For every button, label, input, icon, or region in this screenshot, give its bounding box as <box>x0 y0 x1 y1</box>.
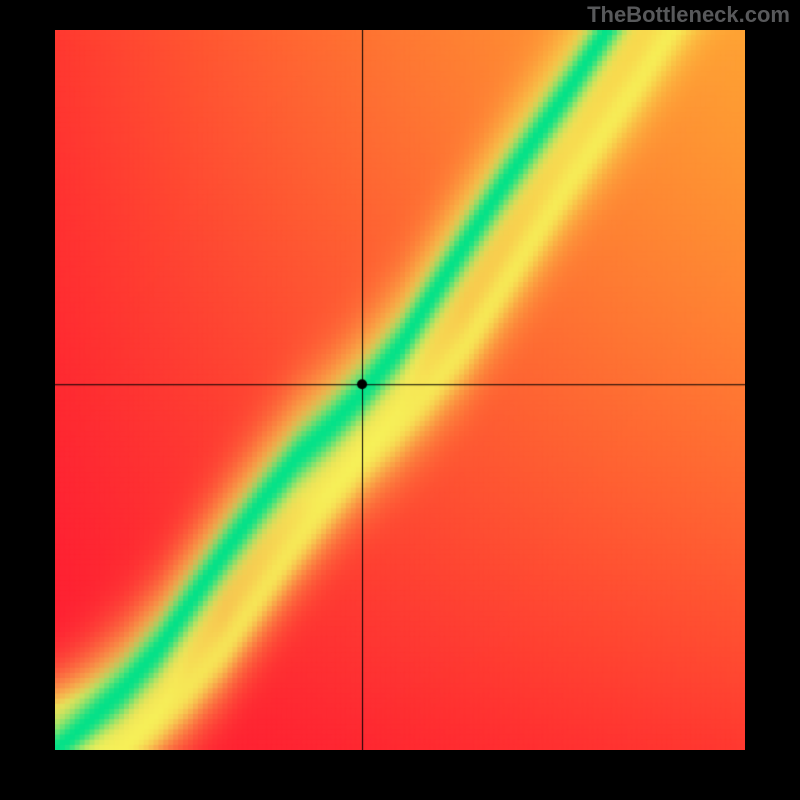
plot-area <box>55 30 745 750</box>
watermark-text: TheBottleneck.com <box>587 2 790 28</box>
chart-frame: TheBottleneck.com <box>0 0 800 800</box>
heatmap-canvas <box>55 30 745 750</box>
